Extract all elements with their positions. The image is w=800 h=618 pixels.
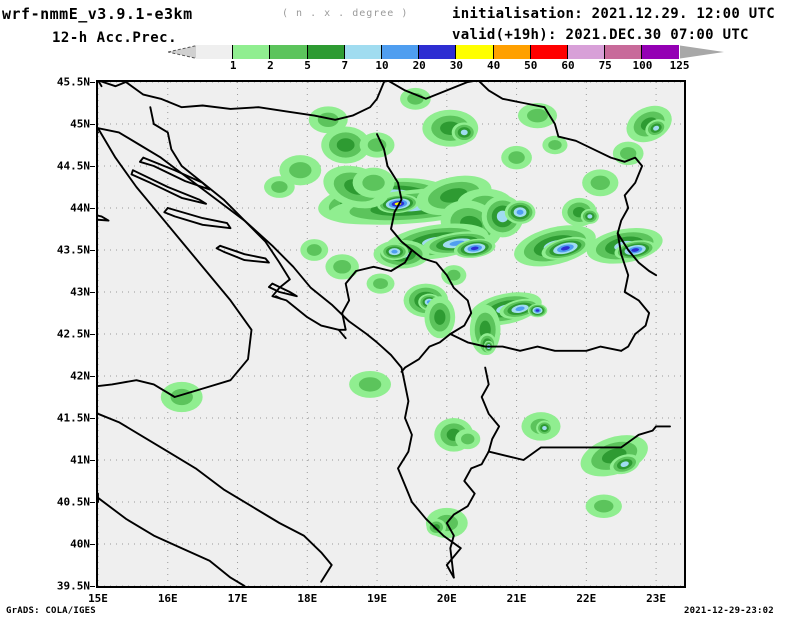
colorbar-band-5 (381, 45, 420, 59)
initialisation-time: initialisation: 2021.12.29. 12:00 UTC (452, 6, 775, 22)
colorbar-tick-labels: 1 2 5 7 10 20 30 40 50 60 75 100 125 (196, 59, 690, 72)
y-tick-mark (90, 502, 95, 503)
x-tick-18E: 18E (297, 592, 318, 605)
x-tick-21E: 21E (506, 592, 527, 605)
colorbar-overflow-arrow (679, 45, 724, 59)
colorbar-band-10 (567, 45, 606, 59)
y-tick-42N: 42N (70, 369, 90, 383)
colorbar-tick-5: 5 (304, 59, 311, 72)
colorbar-tick-10: 10 (375, 59, 389, 72)
map-plot-area[interactable] (96, 80, 686, 588)
colorbar-underflow-arrow (168, 45, 197, 59)
y-tick-mark (90, 418, 95, 419)
colorbar-band-6 (419, 45, 457, 59)
y-tick-mark (90, 250, 95, 251)
y-tick-44.5N: 44.5N (56, 159, 90, 173)
x-tick-23E: 23E (646, 592, 667, 605)
y-tick-41N: 41N (70, 453, 90, 467)
y-tick-mark (90, 82, 95, 83)
colorbar-tick-100: 100 (632, 59, 653, 72)
colorbar-band-4 (344, 45, 382, 59)
y-tick-mark (90, 586, 95, 587)
y-tick-41.5N: 41.5N (56, 411, 90, 425)
colorbar-tick-1: 1 (229, 59, 237, 72)
y-tick-40N: 40N (70, 537, 90, 551)
map-coastlines-borders (98, 82, 671, 586)
colorbar-bands (196, 45, 680, 59)
colorbar-tick-50: 50 (524, 59, 538, 72)
y-axis-labels: 45.5N 45N 44.5N 44N 43.5N 43N 42.5N 42N 41.5N 41N… (8, 75, 95, 592)
y-tick-mark (90, 166, 95, 167)
colorbar-band-7 (456, 45, 494, 59)
x-tick-16E: 16E (157, 592, 178, 605)
y-tick-45.5N: 45.5N (56, 75, 90, 89)
colorbar-tick-20: 20 (412, 59, 426, 72)
colorbar-tick-125: 125 (669, 59, 690, 72)
y-tick-mark (90, 292, 95, 293)
x-tick-22E: 22E (576, 592, 597, 605)
y-tick-39.5N: 39.5N (56, 579, 90, 593)
footer-credit: GrADS: COLA/IGES (6, 606, 96, 616)
x-tick-20E: 20E (436, 592, 457, 605)
colorbar-tick-30: 30 (449, 59, 464, 72)
precipitation-field (160, 87, 672, 539)
colorbar-tick-7: 7 (341, 59, 349, 72)
y-tick-mark (90, 544, 95, 545)
colorbar-band-0 (196, 45, 234, 59)
colorbar-band-1 (233, 45, 271, 59)
y-tick-44N: 44N (70, 201, 90, 215)
field-title: 12-h Acc.Prec. (52, 30, 178, 46)
valid-time: valid(+19h): 2021.DEC.30 07:00 UTC (452, 27, 749, 43)
y-tick-42.5N: 42.5N (56, 327, 90, 341)
y-tick-43.5N: 43.5N (56, 243, 90, 257)
x-axis-labels: 15E 16E 17E 18E 19E 20E 21E 22E 23E (88, 592, 686, 608)
colorbar-tick-2: 2 (267, 59, 274, 72)
y-tick-mark (90, 124, 95, 125)
colorbar-band-12 (642, 45, 680, 59)
colorbar-band-2 (270, 45, 308, 59)
colorbar-band-9 (530, 45, 568, 59)
y-tick-mark (90, 376, 95, 377)
colorbar-tick-75: 75 (598, 59, 612, 72)
y-tick-mark (90, 460, 95, 461)
colorbar-tick-60: 60 (561, 59, 575, 72)
colorbar-tick-40: 40 (486, 59, 501, 72)
footer-timestamp: 2021-12-29-23:02 (684, 606, 774, 616)
colorbar-band-11 (605, 45, 643, 59)
model-subtitle: ( n . x . degree ) (282, 8, 409, 19)
y-tick-45N: 45N (70, 117, 90, 131)
model-title: wrf-nmmE_v3.9.1-e3km (2, 5, 193, 23)
y-tick-40.5N: 40.5N (56, 495, 90, 509)
precipitation-map (98, 82, 684, 586)
y-tick-43N: 43N (70, 285, 90, 299)
y-tick-mark (90, 208, 95, 209)
x-tick-15E: 15E (88, 592, 108, 605)
x-tick-17E: 17E (227, 592, 248, 605)
precipitation-colorbar: 1 2 5 7 10 20 30 40 50 60 75 100 125 (168, 45, 724, 72)
colorbar-band-8 (493, 45, 531, 59)
y-tick-mark (90, 334, 95, 335)
x-tick-19E: 19E (367, 592, 387, 605)
colorbar-band-3 (307, 45, 345, 59)
